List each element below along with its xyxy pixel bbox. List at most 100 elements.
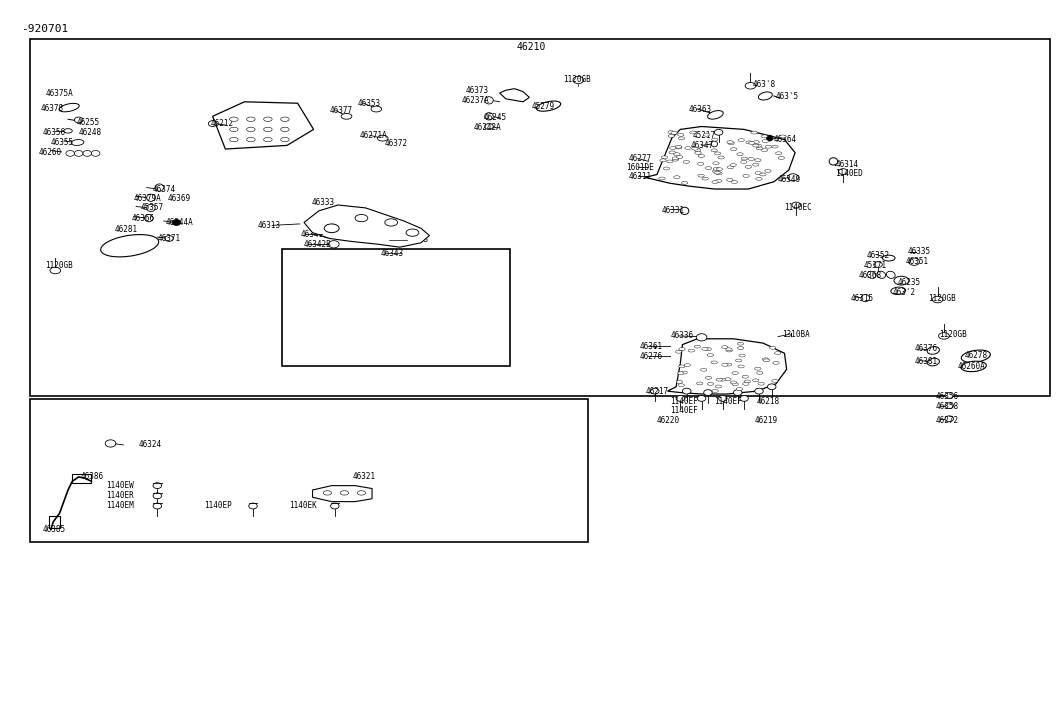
Ellipse shape xyxy=(740,395,748,401)
Ellipse shape xyxy=(208,121,217,126)
Text: 46237A: 46237A xyxy=(461,96,489,105)
Ellipse shape xyxy=(776,152,782,155)
Ellipse shape xyxy=(738,139,744,142)
Text: 46335: 46335 xyxy=(908,247,931,256)
Ellipse shape xyxy=(712,390,719,393)
Ellipse shape xyxy=(712,170,719,173)
Text: 46278: 46278 xyxy=(964,351,988,360)
Text: 46353: 46353 xyxy=(357,99,381,108)
Ellipse shape xyxy=(681,371,688,374)
Text: 46372: 46372 xyxy=(385,139,408,148)
Ellipse shape xyxy=(357,491,366,495)
Ellipse shape xyxy=(701,369,707,371)
Ellipse shape xyxy=(670,147,676,150)
Text: 46358: 46358 xyxy=(935,402,959,411)
Ellipse shape xyxy=(732,382,739,385)
Ellipse shape xyxy=(684,161,690,164)
Ellipse shape xyxy=(767,384,776,390)
Text: 1120GB: 1120GB xyxy=(45,261,72,270)
Ellipse shape xyxy=(861,294,870,302)
Ellipse shape xyxy=(705,348,711,350)
Text: 1140EP: 1140EP xyxy=(204,502,232,510)
Text: 46244A: 46244A xyxy=(166,218,193,227)
Ellipse shape xyxy=(726,349,732,352)
Ellipse shape xyxy=(741,157,747,160)
Ellipse shape xyxy=(711,149,718,152)
Ellipse shape xyxy=(765,145,772,148)
Ellipse shape xyxy=(668,131,674,134)
Ellipse shape xyxy=(722,364,728,366)
Polygon shape xyxy=(313,486,372,502)
Ellipse shape xyxy=(733,390,742,395)
Ellipse shape xyxy=(772,379,778,382)
Ellipse shape xyxy=(718,156,724,159)
Ellipse shape xyxy=(738,347,744,350)
Text: 46386: 46386 xyxy=(81,473,104,481)
Ellipse shape xyxy=(705,166,711,169)
Text: 45279: 45279 xyxy=(532,102,555,111)
Bar xyxy=(30,399,588,542)
Text: 463'8: 463'8 xyxy=(753,80,776,89)
Bar xyxy=(49,516,60,528)
Ellipse shape xyxy=(677,371,684,374)
Ellipse shape xyxy=(651,388,659,394)
Ellipse shape xyxy=(83,150,91,156)
Ellipse shape xyxy=(758,382,764,385)
Ellipse shape xyxy=(674,176,680,179)
Ellipse shape xyxy=(748,158,755,161)
Ellipse shape xyxy=(667,160,673,163)
Text: 1140EM: 1140EM xyxy=(106,502,134,510)
Ellipse shape xyxy=(696,334,707,341)
Ellipse shape xyxy=(678,365,685,368)
Ellipse shape xyxy=(71,140,84,145)
Ellipse shape xyxy=(891,287,906,294)
Polygon shape xyxy=(500,89,529,102)
Text: 1140EK: 1140EK xyxy=(289,502,317,510)
Ellipse shape xyxy=(281,117,289,121)
Ellipse shape xyxy=(712,180,719,183)
Text: 46218: 46218 xyxy=(757,397,780,406)
Ellipse shape xyxy=(741,161,747,164)
Text: 46379A: 46379A xyxy=(134,194,162,203)
Ellipse shape xyxy=(726,348,732,350)
Ellipse shape xyxy=(770,346,776,349)
Ellipse shape xyxy=(685,147,691,150)
Ellipse shape xyxy=(230,127,238,132)
Text: 46217: 46217 xyxy=(645,387,669,396)
Ellipse shape xyxy=(704,390,712,395)
Text: 46343: 46343 xyxy=(406,236,429,244)
Text: 46351: 46351 xyxy=(906,257,929,266)
Ellipse shape xyxy=(766,135,773,141)
Ellipse shape xyxy=(737,387,743,390)
Ellipse shape xyxy=(485,97,493,104)
Text: 46313: 46313 xyxy=(257,221,281,230)
Ellipse shape xyxy=(961,361,986,371)
Ellipse shape xyxy=(887,271,895,278)
Polygon shape xyxy=(668,339,787,394)
Ellipse shape xyxy=(738,365,744,368)
Ellipse shape xyxy=(377,135,388,141)
Text: 46363: 46363 xyxy=(689,105,712,113)
Ellipse shape xyxy=(322,230,333,238)
Ellipse shape xyxy=(755,367,761,370)
Text: 46248: 46248 xyxy=(79,128,102,137)
Bar xyxy=(30,39,1050,396)
Ellipse shape xyxy=(341,113,352,119)
Ellipse shape xyxy=(172,220,181,225)
Ellipse shape xyxy=(727,178,733,181)
Ellipse shape xyxy=(932,297,943,302)
Text: 46377: 46377 xyxy=(330,106,353,115)
Ellipse shape xyxy=(672,158,678,161)
Ellipse shape xyxy=(788,174,798,181)
Text: 46315: 46315 xyxy=(850,294,874,302)
Ellipse shape xyxy=(669,151,675,154)
Text: 46219: 46219 xyxy=(755,416,778,425)
Ellipse shape xyxy=(249,503,257,509)
Ellipse shape xyxy=(101,235,158,257)
Ellipse shape xyxy=(694,345,701,348)
Ellipse shape xyxy=(715,180,722,182)
Ellipse shape xyxy=(753,163,759,166)
Text: 46356: 46356 xyxy=(935,392,959,401)
Ellipse shape xyxy=(66,150,74,156)
Ellipse shape xyxy=(727,166,733,169)
